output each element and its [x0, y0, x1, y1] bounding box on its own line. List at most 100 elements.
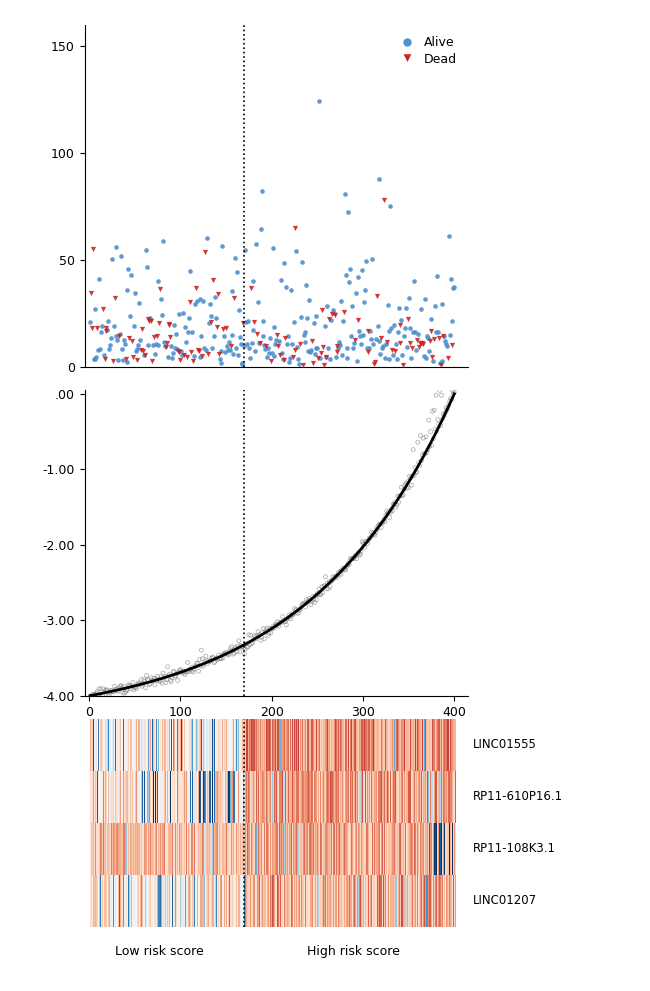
- Point: [438, 406, 448, 422]
- Point: [365, 530, 376, 546]
- Point: [149, 670, 159, 686]
- Point: [422, 442, 433, 458]
- Point: [112, 683, 123, 699]
- Point: [440, 333, 450, 349]
- Point: [123, 261, 133, 276]
- Point: [127, 675, 138, 691]
- Point: [232, 644, 242, 660]
- Point: [250, 343, 261, 359]
- Point: [335, 563, 345, 579]
- Point: [445, 393, 455, 409]
- Point: [327, 306, 337, 322]
- Point: [362, 535, 372, 551]
- Point: [406, 478, 417, 494]
- Point: [318, 578, 329, 594]
- Point: [242, 639, 252, 655]
- Point: [395, 489, 405, 504]
- Point: [367, 527, 378, 543]
- Point: [94, 681, 104, 697]
- Point: [155, 280, 166, 296]
- Point: [108, 353, 118, 369]
- Point: [259, 337, 270, 353]
- Point: [113, 684, 124, 700]
- Point: [181, 663, 192, 679]
- Text: High risk score: High risk score: [307, 944, 400, 957]
- Point: [436, 387, 447, 403]
- Point: [192, 655, 203, 671]
- Point: [190, 279, 201, 295]
- Point: [172, 673, 183, 689]
- Point: [161, 675, 171, 691]
- Point: [210, 289, 220, 305]
- Point: [118, 352, 128, 368]
- Point: [375, 516, 385, 532]
- Point: [312, 340, 322, 356]
- Point: [145, 310, 155, 326]
- Point: [261, 622, 272, 638]
- Point: [138, 347, 149, 363]
- Point: [205, 653, 216, 669]
- Point: [133, 337, 144, 353]
- Point: [186, 663, 196, 679]
- Point: [252, 627, 262, 643]
- Point: [387, 342, 397, 358]
- Point: [381, 336, 391, 352]
- Point: [411, 332, 422, 348]
- Point: [246, 627, 256, 643]
- Point: [298, 597, 309, 612]
- Point: [358, 535, 368, 551]
- Point: [232, 264, 242, 279]
- Point: [352, 551, 362, 567]
- Point: [227, 327, 238, 343]
- Point: [233, 633, 244, 649]
- Point: [359, 536, 369, 552]
- Point: [382, 503, 392, 519]
- Point: [298, 327, 309, 343]
- Point: [190, 296, 200, 312]
- Point: [411, 465, 421, 481]
- Point: [159, 670, 169, 686]
- Point: [354, 323, 365, 339]
- Point: [98, 300, 108, 316]
- Point: [97, 692, 107, 708]
- Point: [101, 323, 112, 339]
- Point: [357, 262, 367, 277]
- Point: [404, 480, 414, 496]
- Point: [410, 460, 421, 476]
- Point: [415, 335, 425, 351]
- Point: [276, 614, 286, 630]
- Point: [138, 676, 148, 692]
- Point: [362, 323, 372, 339]
- Point: [441, 399, 451, 415]
- Point: [337, 563, 347, 579]
- Text: RP11-610P16.1: RP11-610P16.1: [473, 790, 563, 803]
- Point: [88, 687, 98, 703]
- Point: [217, 647, 228, 663]
- Point: [399, 329, 410, 345]
- Point: [284, 354, 294, 370]
- Point: [242, 337, 252, 353]
- Point: [238, 640, 248, 656]
- Point: [181, 664, 191, 680]
- Point: [169, 317, 179, 333]
- Point: [413, 434, 423, 450]
- Point: [348, 551, 358, 567]
- Point: [198, 658, 209, 674]
- Point: [274, 333, 284, 349]
- Point: [293, 606, 304, 621]
- Point: [123, 677, 133, 693]
- Point: [406, 320, 416, 336]
- Point: [144, 677, 155, 693]
- Point: [233, 638, 243, 654]
- Point: [313, 351, 324, 367]
- Point: [327, 573, 337, 589]
- Point: [194, 349, 205, 365]
- Point: [88, 686, 99, 702]
- Point: [160, 668, 170, 684]
- Point: [266, 625, 276, 641]
- Point: [430, 298, 440, 314]
- Point: [218, 321, 229, 337]
- Point: [195, 658, 205, 674]
- Point: [310, 308, 320, 324]
- Point: [113, 352, 124, 368]
